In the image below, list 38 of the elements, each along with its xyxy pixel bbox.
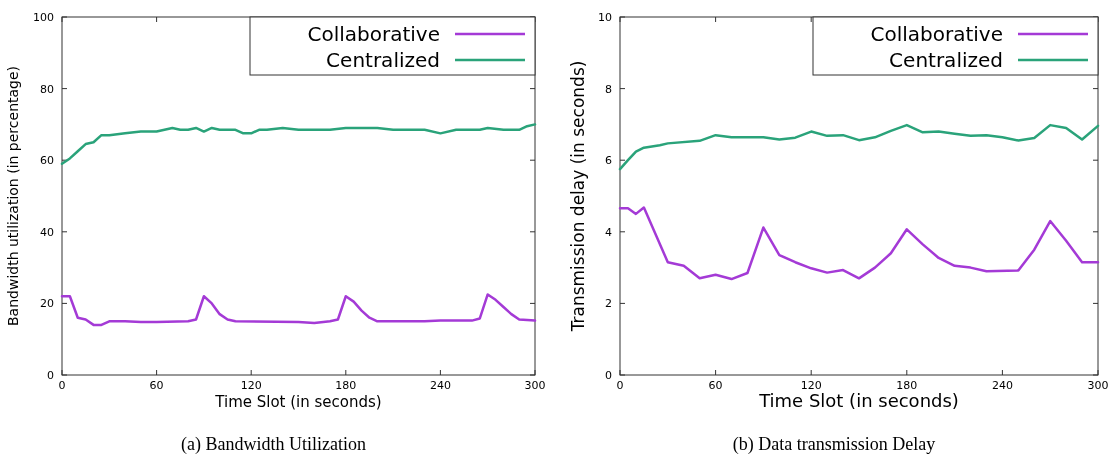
x-tick-label: 180: [335, 379, 357, 392]
y-tick-label: 2: [605, 297, 612, 311]
x-axis-title: Time Slot (in seconds): [758, 390, 959, 411]
y-tick-label: 60: [40, 154, 54, 168]
y-tick-label: 6: [605, 154, 612, 168]
line-series: [618, 206, 1100, 281]
legend-label: Centralized: [326, 48, 440, 72]
line-series: [60, 123, 537, 166]
x-tick-label: 240: [991, 379, 1013, 392]
x-tick-label: 300: [1087, 379, 1109, 392]
y-axis-title: Transmission delay (in seconds): [568, 60, 588, 333]
x-tick-label: 60: [708, 379, 723, 392]
x-tick-label: 180: [896, 379, 918, 392]
y-tick-label: 80: [40, 82, 54, 96]
x-tick-label: 240: [429, 379, 451, 392]
legend-label: Collaborative: [307, 22, 440, 46]
x-tick-label: 0: [616, 379, 624, 392]
text: (a) Bandwidth Utilization: [181, 434, 366, 455]
x-axis-title: Time Slot (in seconds): [214, 393, 382, 411]
y-tick-label: 10: [598, 11, 612, 24]
y-tick-label: 0: [47, 369, 54, 382]
x-tick-label: 60: [149, 379, 164, 392]
y-tick-label: 8: [605, 82, 612, 96]
legend-label: Collaborative: [870, 22, 1003, 46]
y-tick-label: 20: [40, 297, 54, 311]
legend-label: Centralized: [889, 48, 1003, 72]
x-tick-label: 300: [524, 379, 546, 392]
y-tick-label: 4: [605, 225, 612, 239]
line-series: [60, 293, 537, 327]
x-tick-label: 120: [240, 379, 262, 392]
x-tick-label: 0: [58, 379, 66, 392]
text: (b) Data transmission Delay: [732, 434, 936, 455]
line-series: [618, 123, 1100, 171]
y-tick-label: 100: [33, 11, 54, 24]
y-tick-label: 40: [40, 225, 54, 239]
y-axis-title: Bandwidth utilization (in percentage): [5, 65, 21, 327]
x-tick-label: 120: [800, 379, 822, 392]
y-tick-label: 0: [605, 369, 612, 382]
